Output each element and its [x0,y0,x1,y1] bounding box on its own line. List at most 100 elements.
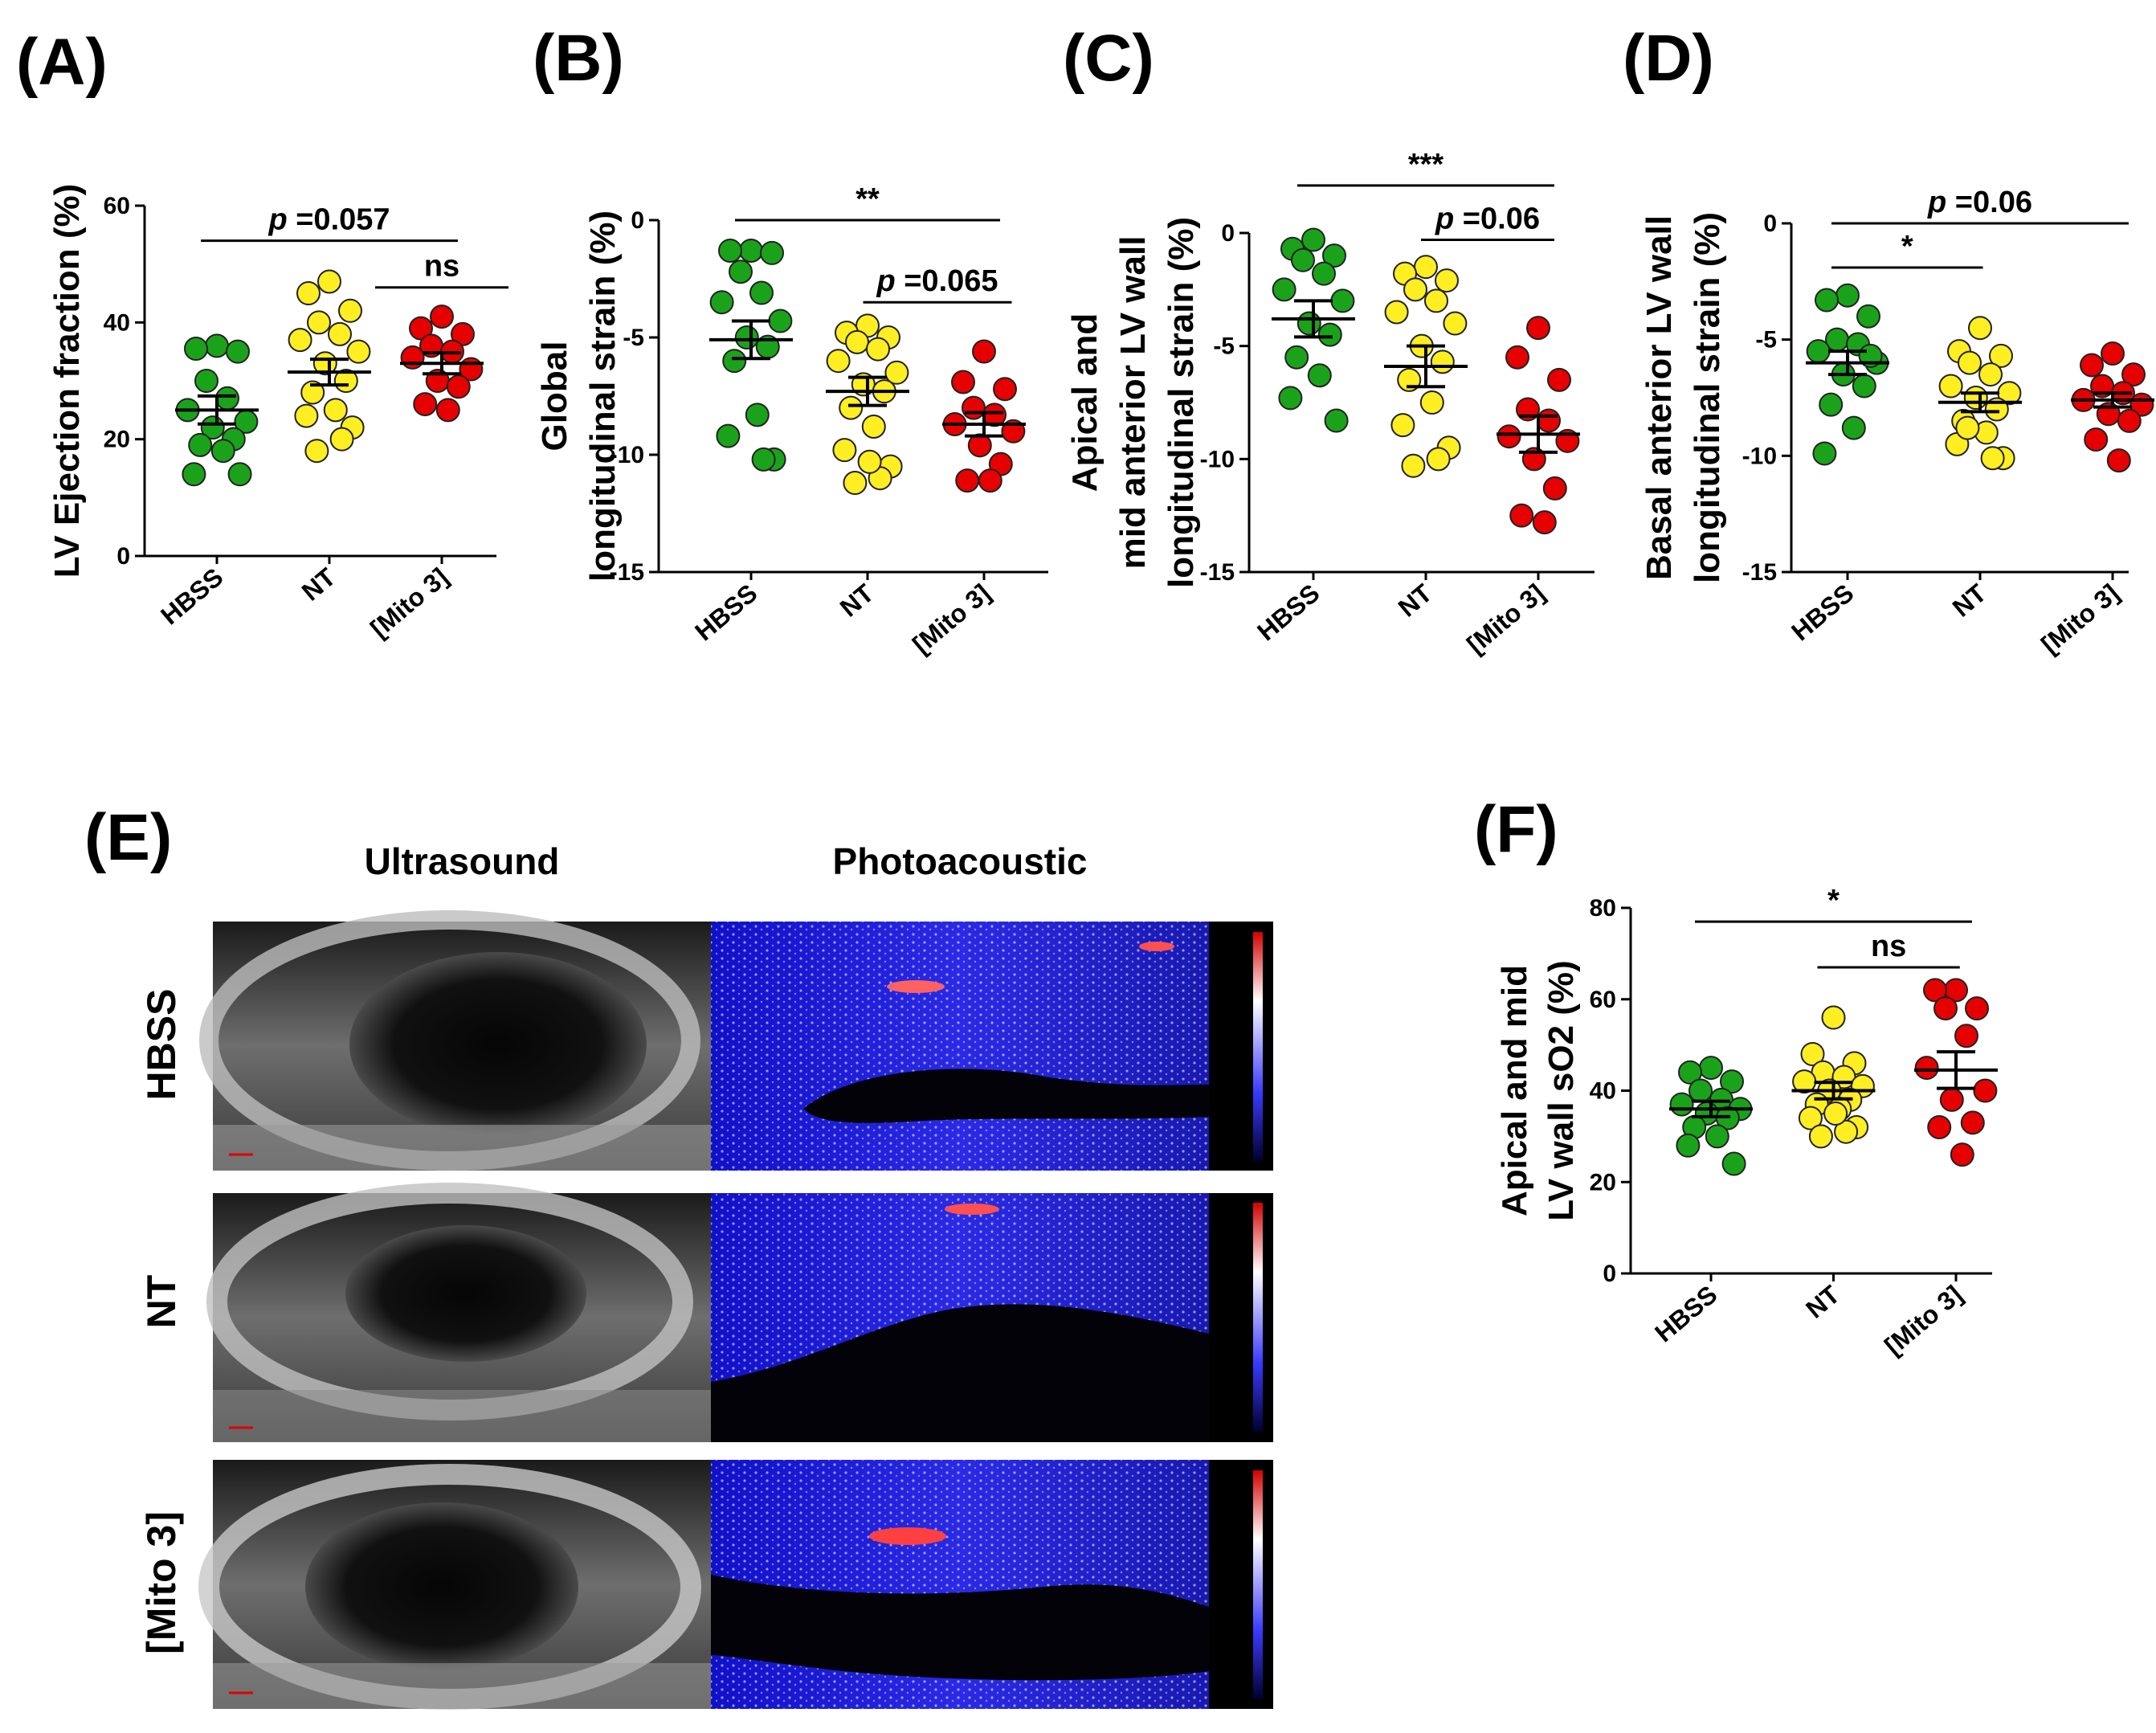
data-point [2084,427,2109,452]
data-point [1806,339,1831,364]
photoacoustic-image-mito3 [711,1460,1273,1709]
data-point [1414,255,1438,280]
data-point [1443,311,1468,336]
y-tick-label: -15 [1742,559,1777,586]
data-point [1532,510,1557,535]
y-axis-label: Basal anterior LV wall [1639,215,1679,580]
column-label-photoacoustic: Photoacoustic [833,840,1088,882]
data-point [718,238,742,263]
data-point [1938,374,1963,399]
data-point [1955,415,1980,440]
data-point [832,438,857,463]
data-point [1923,978,1947,1003]
data-point [1798,1106,1823,1130]
panel-c-chart: (C) 0 -5 -10 -15 Apical and mid anterior LV wa… [1063,22,1595,659]
data-point [227,462,252,487]
data-point [1426,447,1451,472]
data-point [1272,277,1296,302]
row-label-mito3: [Mito 3] [139,1511,184,1654]
data-point [709,290,734,315]
x-tick-label: HBSS [1786,578,1859,647]
significance-label: ns [424,250,459,284]
data-point [739,238,763,263]
data-point [430,305,454,329]
data-point [1973,1078,1998,1103]
data-point [1278,386,1303,411]
data-point [1330,288,1355,313]
data-point [845,329,869,354]
data-point [446,374,471,399]
data-point [1980,446,2005,471]
ultrasound-image-hbss [199,910,711,1171]
data-point [409,316,433,341]
data-point [857,449,882,474]
data-point [1823,1101,1848,1126]
data-point [839,395,864,420]
panel-title: (F) [1474,793,1558,866]
y-tick-label: 20 [104,427,130,453]
data-point [1933,996,1958,1021]
y-tick-label: -15 [1200,559,1235,586]
significance-label: ** [855,182,880,216]
y-tick-label: 0 [1221,220,1235,247]
data-point [323,398,348,423]
data-point [1419,390,1444,415]
x-tick-label: [Mito 3] [1461,578,1550,660]
data-point [1430,349,1455,374]
y-tick-label: 0 [116,543,130,570]
data-point [1678,1060,1702,1085]
significance-label: p =0.06 [1927,186,2032,219]
data-point [2117,408,2142,433]
data-point [1390,413,1415,438]
data-point [1954,1024,1978,1048]
y-tick-label: -10 [1742,443,1777,469]
data-point [1852,374,1876,399]
y-tick-label: 60 [104,193,130,219]
data-point [962,395,986,420]
data-point [1914,1056,1939,1081]
panel-title: (C) [1063,22,1154,95]
panel-e-label: (E) [84,801,172,874]
data-point [1927,1115,1952,1139]
data-point [1542,476,1567,501]
data-point [1989,343,2013,368]
data-point [1808,1124,1833,1149]
data-point [1509,503,1534,528]
y-tick-label: 80 [1590,895,1616,922]
y-tick-label: 0 [631,207,644,234]
x-tick-label: NT [835,578,880,622]
data-point [1505,345,1529,370]
data-point [1401,453,1426,478]
y-axis-label: longitudinal strain (%) [583,210,623,582]
data-point [1958,350,1982,375]
y-axis-label: mid anterior LV wall [1113,236,1153,570]
data-point [734,325,759,349]
x-tick-label: NT [1393,578,1438,622]
y-tick-label: 40 [1590,1078,1616,1105]
data-point [1819,392,1844,417]
data-point [294,403,319,428]
panel-e-imaging: (E) Ultrasound Photoacoustic HBSS NT [Mi… [84,801,1273,1710]
panel-a-chart: (A) 0 20 40 60 LV Ejection fraction (%) HBSS NT… [16,26,508,643]
data-point [843,471,868,496]
significance-label: *** [1408,148,1444,182]
data-point [205,333,229,358]
data-point [346,339,371,364]
panel-b-chart: (B) 0 -5 -10 -15 Global longitudinal strain (%… [533,22,1048,659]
data-point [1403,277,1427,302]
x-tick-label: HBSS [1649,1280,1722,1348]
data-point [2101,341,2125,366]
data-point [1424,288,1448,313]
y-tick-label: -10 [610,442,644,468]
data-point [1322,243,1346,268]
data-point [1296,311,1321,336]
significance-label: p =0.06 [1435,202,1540,235]
x-tick-label: HBSS [689,578,762,647]
x-tick-label: [Mito 3] [907,578,995,660]
data-point [716,423,741,448]
panel-f-chart: (F) 0 20 40 60 80 Apical and mid LV wall sO2 (%… [1474,793,1998,1360]
data-point [1960,1110,1985,1135]
data-point [1835,283,1860,308]
data-point [210,439,235,464]
data-point [993,377,1017,402]
